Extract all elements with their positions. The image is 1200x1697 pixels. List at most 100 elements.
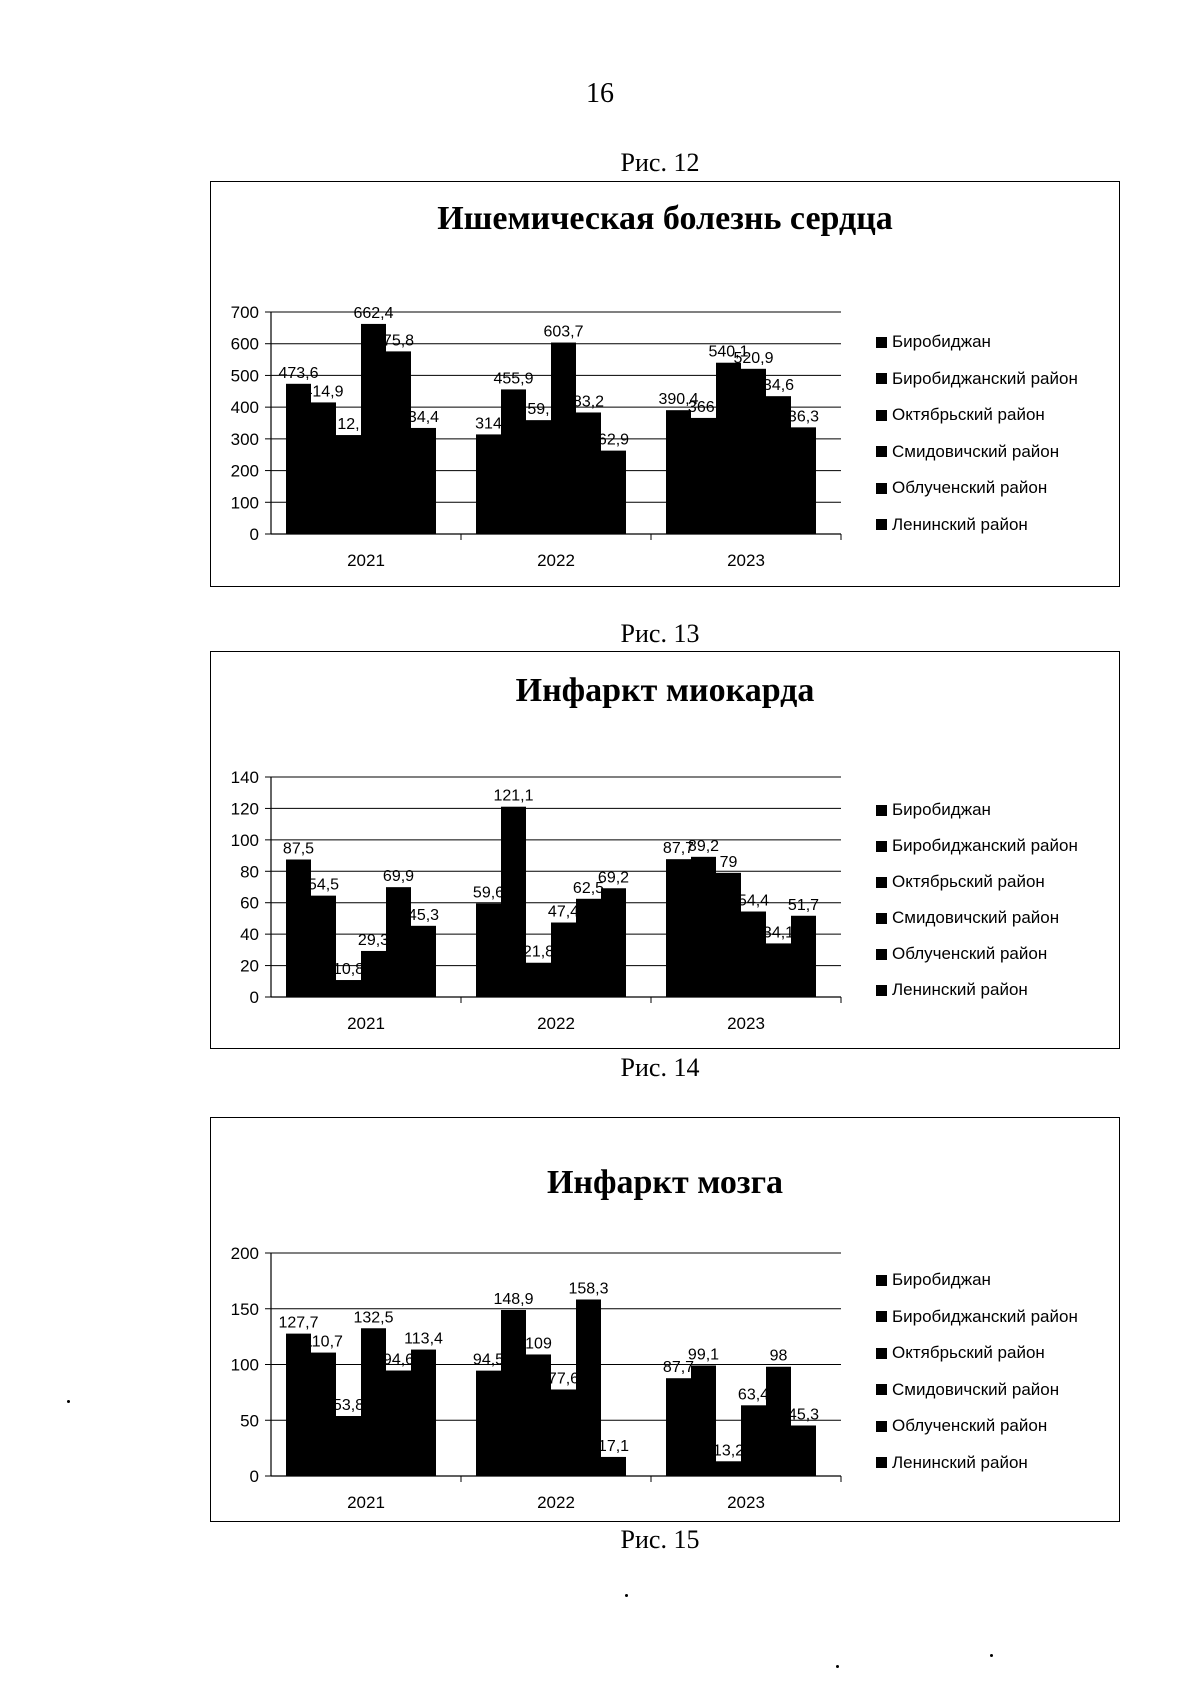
x-category-label: 2022 [537,551,575,570]
legend-item: Биробиджан [876,332,991,352]
legend-swatch [876,1274,887,1286]
bar [286,859,311,997]
legend-item: Смидовичский район [876,442,1059,462]
legend-swatch [876,373,887,384]
legend-item: Смидовичский район [876,1380,1059,1400]
data-label: 34,4 [408,409,439,426]
chart-frame-myocardial-infarction: Инфаркт миокарда 0 20 40 60 80 100 120 140 87,5 5… [210,651,1120,1049]
bar [476,903,501,997]
bar [311,402,336,534]
data-label: 34,6 [763,377,794,394]
data-label: 520,9 [733,350,773,367]
legend-label: Смидовичский район [892,1379,1060,1399]
y-tick-label: 0 [250,1467,259,1486]
legend-label: Октябрьский район [892,1343,1045,1362]
figure-caption-14: Рис. 14 [620,1053,700,1082]
legend-label: Облученский район [892,944,1048,963]
legend-swatch [876,1311,887,1322]
legend-label: Биробиджан [892,1270,991,1289]
bar [386,887,411,997]
bar [716,872,741,997]
y-tick-label: 0 [250,525,259,544]
scan-speck [67,1400,70,1403]
bar [741,1405,766,1476]
data-label: 54,4 [738,893,769,910]
legend-swatch [876,876,887,888]
legend-swatch [876,804,887,816]
chart-frame-ischemic-heart-disease: Ишемическая болезнь сердца 0 100 200 300 400… [210,181,1120,587]
legend-item: Ленинский район [876,1453,1028,1473]
y-tick-label: 80 [240,862,259,881]
data-label: 13,2 [713,1442,744,1459]
x-category-label: 2023 [727,1014,765,1033]
scan-speck [836,1665,839,1668]
data-label: 110,7 [304,1334,343,1351]
bar [336,980,361,997]
data-label: 366, [688,399,719,416]
bar [361,950,386,997]
bar [601,1456,626,1476]
data-label: 54,5 [308,877,339,894]
legend-item: Октябрьский район [876,872,1045,892]
data-label: 12, [337,416,359,433]
legend-swatch [876,1457,887,1468]
y-tick-label: 150 [231,1300,259,1319]
data-label: 662,4 [353,305,393,322]
chart-frame-cerebral-infarction: Инфаркт мозга 0 50 100 150 200 127,7 110,7 53,8… [210,1117,1120,1522]
data-label: 89,2 [688,838,719,855]
data-label: 47,4 [548,904,579,921]
y-tick-label: 60 [240,894,259,913]
data-label: 59, [527,401,549,418]
legend-label: Ленинский район [892,514,1028,534]
legend-item: Облученский район [876,1416,1047,1436]
figure-caption-12: Рис. 12 [620,148,700,177]
bar [526,962,551,997]
legend-swatch [876,1347,887,1359]
x-category-label: 2022 [537,1014,575,1033]
data-label: 94,5 [473,1352,504,1369]
legend-item: Облученский район [876,944,1047,964]
bar [501,1309,526,1476]
bar [551,342,576,534]
data-label: 59,6 [473,884,504,901]
bar [666,1378,691,1476]
legend-label: Биробиджанский район [892,368,1078,388]
legend-label: Облученский район [892,478,1048,497]
bar [551,1389,576,1476]
bar [691,1365,716,1476]
data-label: 148,9 [493,1291,533,1308]
legend-swatch [876,1420,887,1432]
data-label: 53,8 [333,1397,364,1414]
bar [361,1328,386,1476]
bar [361,323,386,534]
legend-label: Биробиджанский район [892,836,1078,855]
x-category-label: 2021 [347,1493,385,1512]
legend-swatch [876,446,887,457]
legend-swatch [876,1384,887,1395]
legend-label: Биробиджан [892,332,991,351]
data-label: 62,5 [573,880,604,897]
y-tick-label: 400 [231,398,259,417]
y-tick-label: 500 [231,366,259,385]
data-label: 83,2 [573,393,604,410]
data-label: 29,3 [358,932,389,949]
legend-item: Смидовичский район [876,908,1059,928]
data-label: 87,5 [283,841,314,858]
legend-swatch [876,482,887,494]
data-label: 414,9 [303,383,343,400]
bar [386,351,411,534]
bar [576,412,601,534]
bar [386,1370,411,1476]
data-label: 36,3 [788,408,819,425]
bar [286,1333,311,1476]
data-label: 69,9 [383,868,414,885]
legend-swatch [876,409,887,421]
chart-title: Инфаркт миокарда [515,672,815,709]
legend-item: Октябрьский район [876,1343,1045,1363]
data-label: 45,3 [788,1406,819,1423]
legend-item: Биробиджанский район [876,836,1078,856]
data-label: 99,1 [688,1347,719,1364]
data-label: 45,3 [408,907,439,924]
page-number: 16 [586,78,614,109]
